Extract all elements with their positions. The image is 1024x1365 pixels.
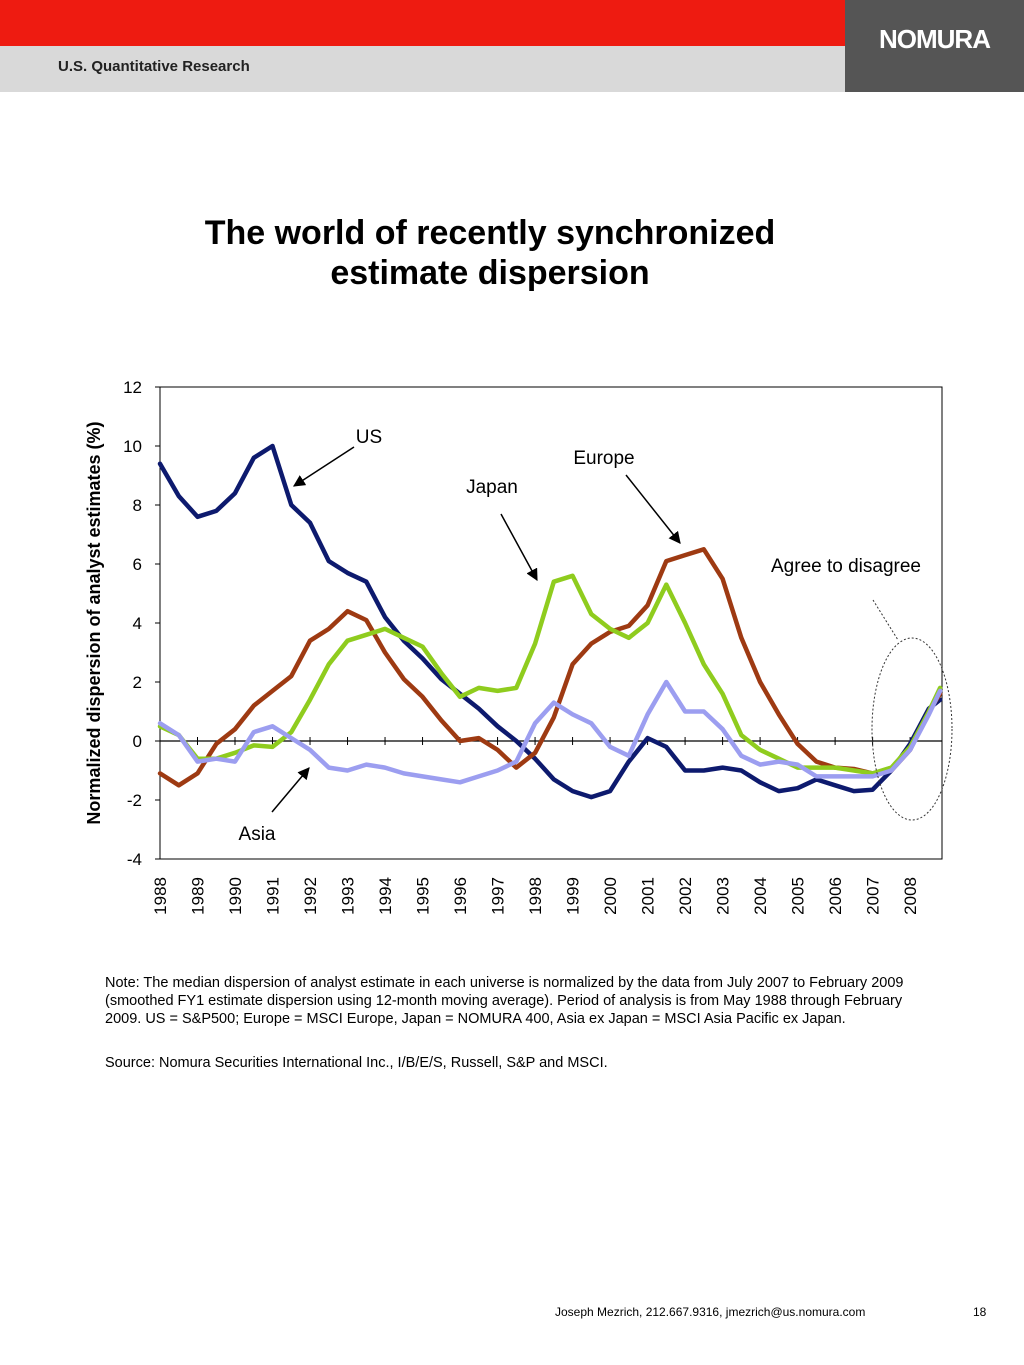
y-tick-label: 10	[123, 437, 142, 456]
highlight-pointer	[872, 599, 899, 641]
annotation: Asia	[239, 824, 276, 845]
x-tick-label: 2006	[826, 877, 845, 915]
note: Note: The median dispersion of analyst e…	[105, 975, 904, 1027]
y-tick-label: 0	[133, 732, 142, 751]
annotation: Agree to disagree	[771, 556, 921, 577]
x-tick-label: 1992	[301, 877, 320, 915]
annotation: US	[356, 427, 382, 448]
y-axis-label: Normalized dispersion of analyst estimat…	[84, 421, 104, 824]
x-tick-label: 1998	[526, 877, 545, 915]
annotation-arrow	[271, 767, 310, 813]
x-tick-label: 1989	[189, 877, 208, 915]
y-tick-label: -4	[127, 850, 142, 869]
section-title: U.S. Quantitative Research	[58, 58, 250, 75]
y-tick-label: 4	[133, 614, 142, 633]
footer-contact: Joseph Mezrich, 212.667.9316, jmezrich@u…	[555, 1305, 866, 1319]
x-tick-label: 1994	[376, 877, 395, 915]
x-tick-label: 1997	[489, 877, 508, 915]
x-tick-label: 1999	[564, 877, 583, 915]
y-tick-label: 8	[133, 496, 142, 515]
x-tick-label: 2001	[639, 877, 658, 915]
annotation-arrow	[625, 474, 681, 544]
x-tick-label: 2008	[901, 877, 920, 915]
y-tick-label: -2	[127, 791, 142, 810]
source: Source: Nomura Securities International …	[105, 1055, 608, 1071]
x-tick-label: 1993	[339, 877, 358, 915]
annotation-arrow	[500, 513, 538, 582]
series-line	[157, 679, 943, 785]
logo-block	[845, 0, 1024, 92]
series-line	[157, 547, 943, 788]
x-tick-label: 1996	[451, 877, 470, 915]
x-tick-label: 1991	[264, 877, 283, 915]
chart: -4 -2 0 2 4 6 8 10 12 1988 1989 1990 1991 1992 1993 199…	[84, 378, 953, 915]
series-line	[157, 573, 943, 776]
x-tick-label: 1988	[151, 877, 170, 915]
x-tick-label: 1990	[226, 877, 245, 915]
annotation: Europe	[573, 448, 634, 469]
page-number: 18	[973, 1305, 987, 1319]
y-tick-label: 6	[133, 555, 142, 574]
x-tick-label: 2000	[601, 877, 620, 915]
grey-bar	[0, 46, 845, 92]
x-tick-label: 2004	[751, 877, 770, 915]
x-tick-label: 2005	[789, 877, 808, 915]
x-tick-label: 2007	[864, 877, 883, 915]
series-line	[157, 443, 943, 800]
y-tick-label: 2	[133, 673, 142, 692]
x-tick-label: 1995	[414, 877, 433, 915]
x-tick-label: 2002	[676, 877, 695, 915]
y-tick-label: 12	[123, 378, 142, 397]
x-tick-label: 2003	[714, 877, 733, 915]
red-bar	[0, 0, 845, 46]
annotation-arrow	[292, 446, 355, 487]
logo: NOMURA	[879, 24, 991, 54]
chart-title: The world of recently synchronized estim…	[204, 214, 776, 292]
annotation: Japan	[466, 477, 518, 498]
highlight-ellipse	[871, 637, 953, 821]
